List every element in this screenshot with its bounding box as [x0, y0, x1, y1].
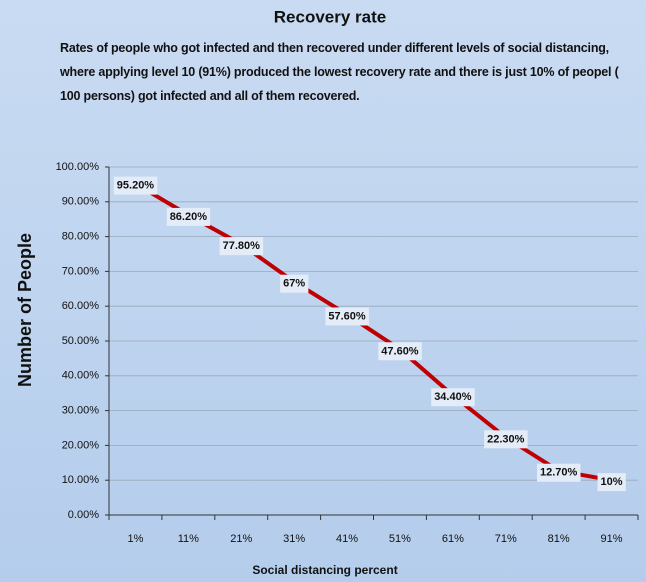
data-label-box — [325, 307, 369, 326]
data-label: 67% — [283, 278, 305, 290]
data-label-box — [113, 176, 158, 195]
data-label: 95.20% — [117, 180, 155, 192]
data-label: 77.80% — [223, 240, 261, 252]
y-tick-label: 0.00% — [68, 509, 99, 521]
data-label: 10% — [601, 476, 623, 488]
x-tick-label: 51% — [389, 533, 411, 545]
y-tick-label: 50.00% — [62, 335, 100, 347]
y-tick-label: 30.00% — [62, 405, 100, 417]
y-tick-label: 40.00% — [62, 370, 100, 382]
x-tick-label: 1% — [127, 533, 143, 545]
y-tick-label: 20.00% — [62, 439, 100, 451]
x-tick-label: 41% — [336, 533, 358, 545]
data-label-box — [597, 473, 626, 492]
line — [134, 181, 612, 483]
x-tick-label: 31% — [283, 533, 305, 545]
y-tick-label: 70.00% — [62, 265, 100, 277]
data-label: 12.70% — [540, 467, 578, 479]
data-label: 86.20% — [170, 211, 208, 223]
y-tick-label: 10.00% — [62, 474, 100, 486]
data-label-box — [431, 388, 475, 407]
data-label: 34.40% — [434, 391, 472, 403]
y-axis-label: Number of People — [15, 233, 35, 387]
data-label-box — [536, 463, 581, 482]
y-tick-label: 100.00% — [56, 161, 100, 173]
chart-subtitle: Rates of people who got infected and the… — [60, 41, 619, 103]
x-tick-label: 21% — [230, 533, 252, 545]
x-axis-label: Social distancing percent — [252, 563, 397, 577]
data-label-box — [280, 274, 309, 293]
data-label-box — [378, 342, 422, 361]
data-label-box — [166, 207, 211, 226]
data-label-box — [484, 430, 528, 449]
x-tick-label: 11% — [178, 533, 199, 545]
x-tick-label: 61% — [442, 533, 464, 545]
x-tick-label: 91% — [601, 533, 623, 545]
data-label: 57.60% — [328, 310, 366, 322]
x-tick-label: 71% — [495, 533, 517, 545]
data-label: 22.30% — [487, 433, 525, 445]
chart-title: Recovery rate — [274, 7, 386, 26]
y-tick-label: 80.00% — [62, 231, 100, 243]
data-label-box — [219, 237, 264, 256]
x-tick-label: 81% — [548, 533, 570, 545]
y-tick-label: 90.00% — [62, 196, 100, 208]
data-label: 47.60% — [381, 345, 419, 357]
y-tick-label: 60.00% — [62, 300, 100, 312]
